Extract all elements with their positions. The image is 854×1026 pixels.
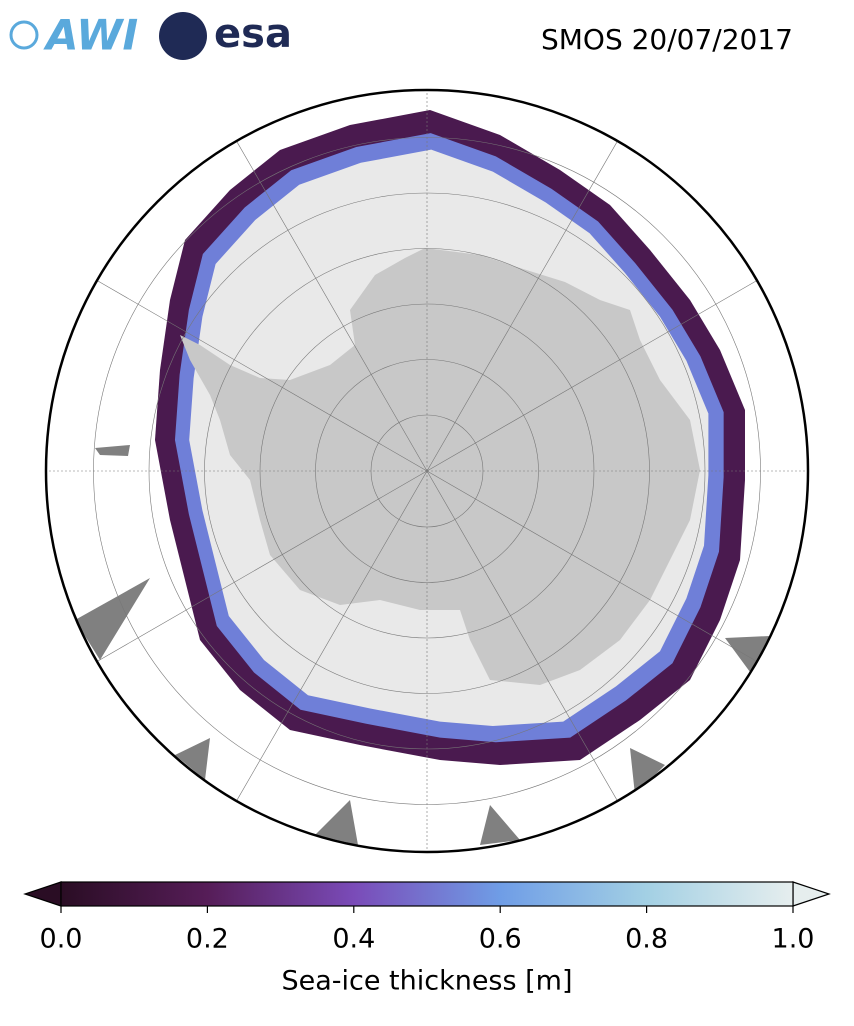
colorbar-extend-low [23, 881, 62, 907]
colorbar-extend-high [792, 881, 831, 907]
tick-label: 1.0 [772, 924, 815, 955]
logos: AWI esa [9, 11, 292, 60]
esa-logo: esa [214, 11, 292, 57]
parallel [204, 248, 650, 694]
meridian [426, 280, 758, 472]
colorbar-body [60, 881, 794, 907]
title: SMOS 20/07/2017 [541, 23, 793, 56]
antarctica [180, 248, 700, 685]
parallel [259, 303, 595, 639]
meridian [426, 470, 618, 802]
meridian [96, 470, 428, 662]
meridian [236, 470, 428, 802]
parallel [315, 359, 539, 583]
map-border [44, 88, 810, 854]
tick-label: 0.8 [625, 924, 668, 955]
meridian [236, 140, 428, 472]
meridian [426, 470, 758, 662]
tick-label: 0.6 [479, 924, 522, 955]
meridian [96, 280, 428, 472]
graticule [46, 90, 808, 852]
colorbar-label: Sea-ice thickness [m] [281, 966, 572, 997]
tick-label: 0.0 [40, 924, 83, 955]
tick-label: 0.2 [186, 924, 229, 955]
meridian [426, 140, 618, 472]
colorbar: 0.0 0.2 0.4 0.6 0.8 1.0 [23, 881, 831, 955]
awi-icon [9, 20, 39, 50]
awi-logo: AWI [43, 11, 138, 60]
tick-label: 0.4 [332, 924, 375, 955]
esa-icon [159, 12, 207, 60]
map [44, 88, 810, 854]
